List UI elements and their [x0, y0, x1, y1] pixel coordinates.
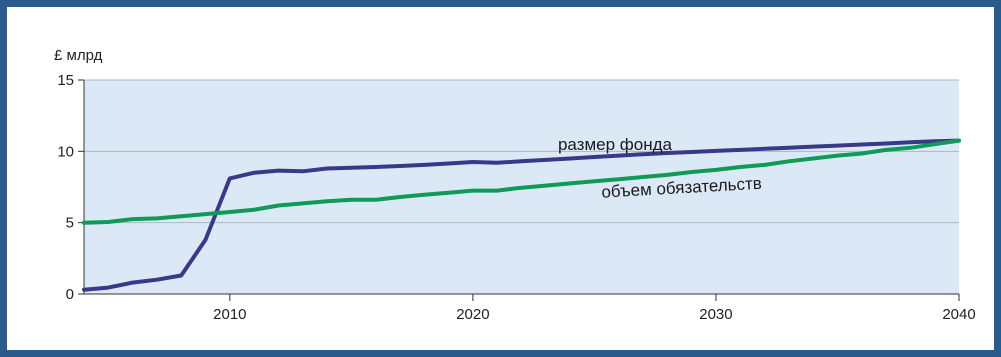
series-lines — [82, 138, 961, 292]
axes — [78, 79, 960, 301]
y-tick-label: 5 — [66, 215, 74, 232]
series-line-liabilities — [82, 138, 961, 225]
y-tick-label: 15 — [57, 72, 74, 89]
series-label-fund-size: размер фонда — [558, 135, 673, 154]
grid-lines — [84, 79, 959, 224]
line-chart: £ млрд 0 5 10 15 2010 2020 2030 2040 размер фон… — [54, 47, 976, 323]
y-tick-label: 10 — [57, 143, 74, 160]
x-tick-label: 2030 — [699, 306, 732, 323]
tick-labels: 0 5 10 15 2010 2020 2030 2040 — [57, 72, 975, 323]
y-unit-label: £ млрд — [54, 47, 103, 64]
x-tick-label: 2010 — [213, 306, 246, 323]
chart-frame: £ млрд 0 5 10 15 2010 2020 2030 2040 размер фон… — [7, 7, 994, 350]
x-tick-label: 2020 — [456, 306, 489, 323]
y-tick-label: 0 — [66, 286, 74, 303]
series-line-fund-size — [82, 138, 961, 292]
x-tick-label: 2040 — [942, 306, 975, 323]
